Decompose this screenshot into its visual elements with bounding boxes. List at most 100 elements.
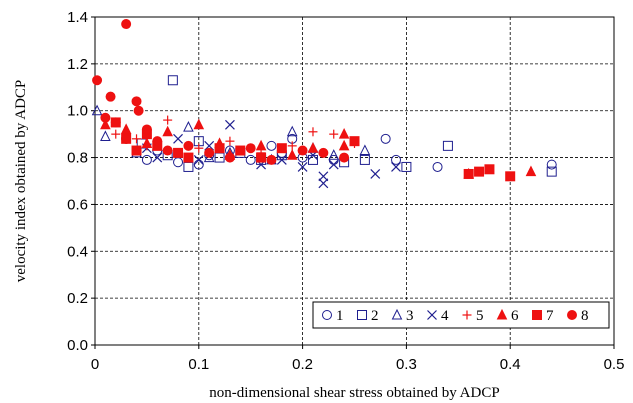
point-series-4: [152, 152, 163, 163]
point-series-8: [339, 152, 350, 163]
point-series-7: [276, 143, 287, 154]
point-series-8: [318, 147, 329, 158]
point-series-7: [505, 171, 516, 182]
point-series-1: [173, 157, 184, 168]
legend-marker-8: [567, 310, 577, 320]
legend-label-1: 1: [336, 308, 344, 324]
point-series-2: [546, 166, 557, 177]
point-series-6: [307, 142, 319, 153]
point-series-7: [349, 136, 360, 147]
point-series-7: [463, 168, 474, 179]
x-tick-label: 0.1: [188, 356, 209, 373]
point-series-6: [141, 137, 153, 149]
point-series-6: [338, 139, 350, 151]
point-series-7: [484, 164, 495, 175]
legend: 1 2 3 4 5 6 7 8: [312, 301, 610, 329]
legend-marker-4: [427, 310, 437, 320]
point-series-8: [110, 117, 121, 128]
legend-label-7: 7: [546, 308, 554, 324]
point-series-3: [100, 130, 111, 141]
point-series-5: [132, 134, 142, 144]
point-series-8: [204, 147, 215, 158]
legend-marker-6: [496, 308, 508, 320]
point-series-2: [307, 154, 318, 165]
x-tick-label: 0.3: [396, 356, 417, 373]
point-series-2: [359, 154, 370, 165]
legend-marker-3: [391, 308, 403, 320]
point-series-5: [225, 136, 235, 146]
point-series-5: [194, 143, 204, 153]
point-series-8: [141, 124, 152, 135]
point-series-1: [432, 161, 443, 172]
point-series-2: [183, 161, 194, 172]
x-axis-ticks: 0 0.1 0.2 0.3 0.4 0.5: [91, 345, 625, 373]
point-series-7: [173, 147, 184, 158]
legend-marker-2: [357, 310, 367, 320]
point-series-7: [131, 145, 142, 156]
x-axis-label: non-dimensional shear stress obtained by…: [209, 385, 499, 401]
y-tick-label: 1.2: [67, 56, 88, 73]
legend-marker-5: [462, 310, 472, 320]
x-tick-label: 0.5: [604, 356, 625, 373]
legend-marker-7: [532, 310, 542, 320]
point-series-4: [318, 171, 329, 182]
legend-label-4: 4: [441, 308, 449, 324]
y-axis-ticks: 0.0 0.2 0.4 0.6 0.8 1.0 1.2 1.4: [67, 9, 95, 354]
point-series-8: [162, 145, 173, 156]
point-series-8: [297, 145, 308, 156]
point-series-4: [204, 140, 215, 151]
point-series-6: [100, 118, 111, 130]
point-series-4: [370, 169, 381, 179]
point-series-4: [173, 133, 183, 144]
point-series-6: [525, 165, 537, 177]
point-series-8: [105, 91, 116, 102]
point-series-5: [163, 115, 173, 125]
point-series-4: [328, 159, 339, 170]
legend-label-8: 8: [581, 308, 589, 324]
point-series-8: [121, 133, 132, 144]
point-series-8: [92, 75, 103, 86]
legend-marker-1: [322, 310, 332, 320]
point-series-8: [152, 136, 163, 147]
y-tick-label: 0.4: [67, 243, 88, 260]
x-tick-label: 0.4: [500, 356, 521, 373]
data-points: [91, 19, 557, 189]
point-series-2: [401, 161, 412, 172]
point-series-2: [442, 140, 453, 151]
point-series-6: [120, 123, 132, 134]
point-series-8: [183, 140, 194, 151]
legend-label-5: 5: [476, 308, 484, 324]
point-series-1: [141, 154, 152, 165]
point-series-7: [235, 145, 246, 156]
legend-label-6: 6: [511, 308, 519, 324]
point-series-8: [266, 154, 277, 165]
point-series-3: [328, 149, 340, 160]
y-axis-label: velocity index obtained by ADCP: [13, 80, 29, 282]
legend-box: [312, 301, 610, 329]
point-series-1: [245, 154, 256, 165]
point-series-8: [131, 96, 142, 107]
point-series-4: [297, 162, 308, 172]
point-series-8: [224, 152, 235, 163]
point-series-1: [546, 159, 557, 170]
point-series-6: [193, 118, 205, 130]
point-series-7: [256, 152, 267, 163]
point-series-5: [111, 129, 121, 139]
point-series-7: [183, 152, 194, 163]
point-series-7: [214, 143, 225, 154]
point-series-4: [318, 178, 329, 189]
x-tick-label: 0: [91, 356, 99, 373]
point-series-8: [245, 143, 256, 154]
point-series-6: [255, 139, 267, 151]
y-tick-label: 1.0: [67, 103, 88, 120]
grid-lines: [95, 17, 614, 345]
point-series-3: [359, 144, 371, 156]
point-series-4: [276, 154, 287, 165]
point-series-7: [474, 166, 485, 177]
point-series-1: [380, 133, 391, 144]
point-series-3: [183, 120, 194, 132]
point-series-8: [100, 112, 111, 123]
point-series-5: [287, 141, 297, 151]
point-series-8: [121, 19, 132, 30]
